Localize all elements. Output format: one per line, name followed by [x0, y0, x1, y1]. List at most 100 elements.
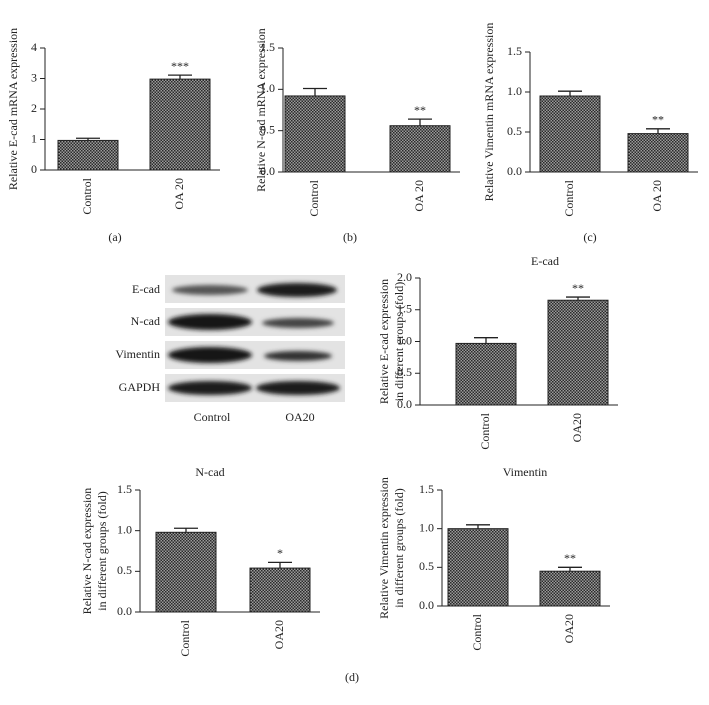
band: [256, 381, 340, 395]
error-bar: [168, 74, 192, 80]
blot-column-label: Control: [194, 410, 231, 424]
y-tick-label: 0.5: [419, 559, 434, 573]
bar: [455, 342, 517, 406]
y-axis-label: Relative E-cad mRNA expression: [6, 28, 20, 190]
x-tick-label: OA 20: [412, 180, 426, 212]
y-tick-label: 0.0: [507, 164, 522, 178]
y-tick-label: 1: [31, 131, 37, 145]
y-tick-label: 1.0: [260, 81, 275, 95]
band: [168, 347, 252, 363]
y-tick-label: 0: [31, 162, 37, 176]
bar: [155, 531, 217, 613]
y-tick-label: 0.5: [397, 365, 412, 379]
x-tick-label: Control: [470, 613, 484, 650]
y-tick-label: 1.5: [260, 40, 275, 54]
panel-label: (c): [583, 230, 596, 244]
panel-label: (b): [343, 230, 357, 244]
x-tick-label: Control: [80, 177, 94, 214]
y-tick-label: 2: [31, 101, 37, 115]
band: [172, 285, 248, 295]
bar: [447, 528, 509, 607]
error-bar: [76, 137, 100, 141]
error-bar: [303, 87, 327, 96]
significance: **: [652, 113, 664, 127]
y-axis-label: in different groups (fold): [95, 491, 109, 610]
blot-row-label: GAPDH: [119, 380, 161, 394]
significance: ***: [171, 59, 189, 73]
y-tick-label: 1.0: [507, 84, 522, 98]
bar: [539, 570, 601, 607]
y-tick-label: 0.0: [117, 604, 132, 618]
significance: **: [414, 103, 426, 117]
y-tick-label: 1.0: [419, 520, 434, 534]
band: [262, 318, 334, 328]
y-tick-label: 4: [31, 40, 37, 54]
error-bar: [268, 561, 292, 569]
blot-column-label: OA20: [285, 410, 314, 424]
y-tick-label: 0.0: [397, 397, 412, 411]
y-axis-label: Relative N-cad mRNA expression: [254, 28, 268, 192]
error-bar: [558, 566, 582, 572]
error-bar: [646, 128, 670, 134]
y-tick-label: 1.5: [397, 302, 412, 316]
significance: *: [277, 546, 283, 560]
blot-row-label: E-cad: [132, 282, 160, 296]
y-tick-label: 0.5: [260, 122, 275, 136]
significance: **: [564, 551, 576, 565]
band: [257, 283, 337, 297]
y-axis-label: Relative N-cad expression: [80, 488, 94, 615]
panel-label: (d): [345, 670, 359, 684]
x-tick-label: Control: [562, 179, 576, 216]
band: [264, 351, 332, 361]
bar: [149, 78, 211, 171]
bar: [284, 95, 346, 173]
bar: [57, 139, 119, 171]
y-tick-label: 0.0: [419, 598, 434, 612]
error-bar: [408, 118, 432, 126]
bar: [547, 299, 609, 406]
y-tick-label: 1.0: [397, 333, 412, 347]
y-tick-label: 1.5: [419, 482, 434, 496]
y-tick-label: 1.5: [507, 44, 522, 58]
panel-label: (a): [108, 230, 121, 244]
y-tick-label: 0.0: [260, 164, 275, 178]
bar: [389, 125, 451, 173]
y-axis-label: Relative Vimentin mRNA expression: [482, 23, 496, 202]
x-tick-label: OA20: [272, 620, 286, 649]
y-tick-label: 0.5: [117, 563, 132, 577]
x-tick-label: OA20: [570, 413, 584, 442]
x-tick-label: Control: [478, 412, 492, 449]
y-axis-label: in different groups (fold): [392, 282, 406, 401]
y-tick-label: 2.0: [397, 270, 412, 284]
error-bar: [566, 296, 590, 301]
y-axis-label: in different groups (fold): [392, 488, 406, 607]
error-bar: [466, 524, 490, 529]
band: [168, 314, 252, 330]
x-tick-label: Control: [178, 619, 192, 656]
bar: [627, 133, 689, 173]
error-bar: [474, 337, 498, 344]
x-tick-label: OA 20: [172, 178, 186, 210]
western-blot: E-cad N-cad Vimentin GAPDH Control OA20: [115, 275, 345, 424]
x-tick-label: Control: [307, 179, 321, 216]
x-tick-label: OA20: [562, 614, 576, 643]
bar: [539, 95, 601, 173]
x-tick-label: OA 20: [650, 180, 664, 212]
chart-title: E-cad: [531, 254, 559, 268]
blot-row-label: Vimentin: [115, 347, 160, 361]
y-axis-label: Relative E-cad expression: [377, 279, 391, 404]
chart-title: N-cad: [195, 465, 224, 479]
significance: **: [572, 281, 584, 295]
blot-row-label: N-cad: [131, 314, 160, 328]
y-tick-label: 1.0: [117, 522, 132, 536]
y-axis-label: Relative Vimentin expression: [377, 477, 391, 619]
band: [168, 381, 252, 395]
y-tick-label: 3: [31, 70, 37, 84]
error-bar: [558, 90, 582, 96]
y-tick-label: 0.5: [507, 124, 522, 138]
y-tick-label: 1.5: [117, 482, 132, 496]
chart-title: Vimentin: [503, 465, 548, 479]
error-bar: [174, 527, 198, 533]
bar: [249, 567, 311, 613]
